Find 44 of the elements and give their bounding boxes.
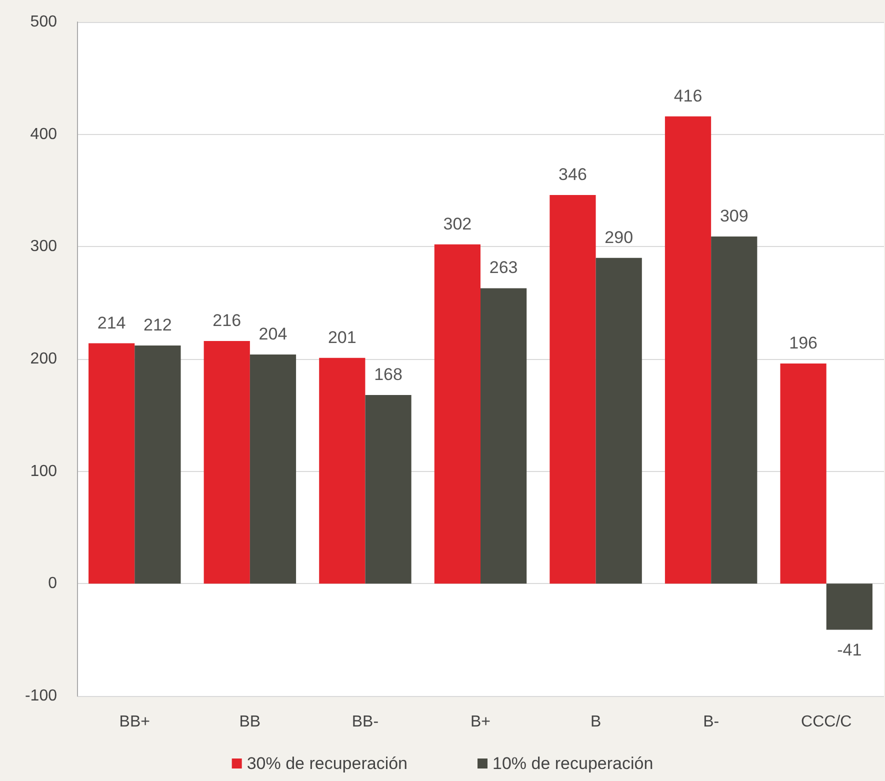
bar bbox=[596, 258, 642, 584]
bar bbox=[664, 116, 712, 584]
bar bbox=[204, 341, 250, 584]
x-tick-label: BB+ bbox=[119, 714, 150, 730]
data-label: 201 bbox=[328, 328, 356, 347]
data-label: 302 bbox=[443, 214, 472, 234]
bar bbox=[365, 394, 412, 584]
bar bbox=[88, 343, 135, 584]
data-label: -41 bbox=[837, 640, 862, 660]
data-label: 290 bbox=[604, 228, 634, 247]
y-tick-label: 200 bbox=[30, 350, 58, 368]
x-tick-label: B bbox=[590, 714, 602, 730]
bar bbox=[434, 244, 480, 584]
x-tick-label: CCC/C bbox=[801, 714, 852, 730]
x-tick-label: BB bbox=[239, 714, 261, 730]
x-tick-label: B+ bbox=[470, 714, 491, 730]
data-label: 196 bbox=[789, 333, 818, 352]
bar bbox=[711, 236, 758, 584]
legend-label: 30% de recuperación bbox=[246, 754, 408, 773]
x-tick-label: B- bbox=[703, 714, 720, 730]
bar bbox=[134, 346, 181, 584]
data-label: 212 bbox=[144, 316, 172, 335]
data-label: 168 bbox=[374, 364, 402, 384]
bar bbox=[319, 358, 366, 584]
bar bbox=[826, 584, 872, 630]
y-tick-label: 500 bbox=[30, 14, 58, 30]
y-tick-label: 0 bbox=[48, 575, 58, 592]
legend-label: 10% de recuperación bbox=[492, 754, 654, 773]
data-label: 263 bbox=[489, 258, 518, 278]
bar bbox=[550, 194, 596, 584]
data-label: 216 bbox=[212, 311, 242, 330]
data-label: 214 bbox=[97, 313, 126, 332]
y-tick-label: 300 bbox=[30, 238, 58, 256]
x-tick-label: BB- bbox=[352, 714, 379, 730]
data-label: 416 bbox=[674, 86, 702, 106]
y-tick-label: 400 bbox=[30, 126, 58, 143]
bar bbox=[480, 288, 527, 584]
data-label: 346 bbox=[558, 164, 587, 184]
data-label: 309 bbox=[720, 206, 748, 226]
bar bbox=[250, 354, 296, 584]
data-label: 204 bbox=[258, 324, 288, 344]
y-tick-label: 100 bbox=[30, 462, 58, 480]
y-tick-label: -100 bbox=[24, 688, 58, 704]
bar bbox=[780, 363, 826, 584]
